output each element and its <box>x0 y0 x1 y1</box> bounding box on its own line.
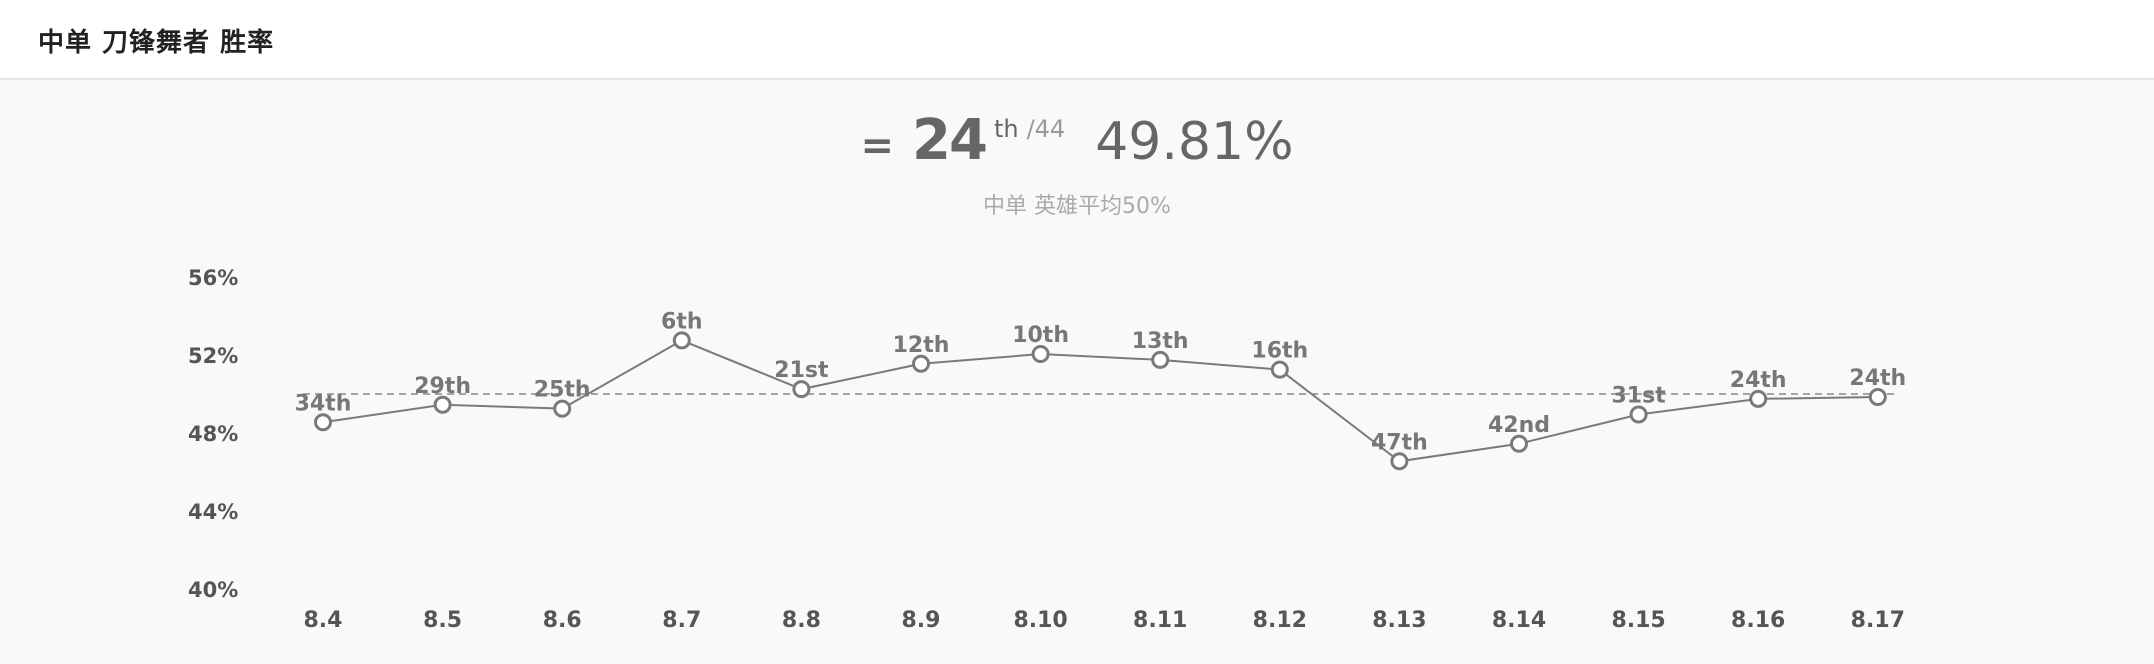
x-tick-label: 8.8 <box>782 608 821 633</box>
data-point <box>1031 345 1050 364</box>
rank-label: 21st <box>774 358 829 383</box>
win-rate-series-line <box>322 339 1878 463</box>
rank-label: 42nd <box>1488 413 1550 438</box>
header-bar: 中单 刀锋舞者 胜率 <box>0 0 2154 80</box>
x-tick-label: 8.16 <box>1731 608 1785 633</box>
y-tick-label: 44% <box>188 500 238 524</box>
rank-label: 10th <box>1012 323 1069 348</box>
rank-label: 16th <box>1251 339 1308 364</box>
x-tick-label: 8.13 <box>1372 608 1426 633</box>
data-point <box>1629 405 1648 424</box>
rank-label: 12th <box>893 333 950 358</box>
data-point <box>1749 389 1768 408</box>
data-point <box>433 395 452 414</box>
y-tick-label: 52% <box>188 344 238 368</box>
data-point <box>792 380 811 399</box>
x-tick-label: 8.6 <box>543 608 582 633</box>
rank-label: 6th <box>661 309 703 334</box>
x-tick-label: 8.5 <box>423 608 462 633</box>
data-point <box>553 399 572 418</box>
rank-change-indicator: = <box>860 123 895 169</box>
x-tick-label: 8.17 <box>1851 608 1905 633</box>
x-tick-label: 8.15 <box>1611 608 1665 633</box>
y-tick-label: 40% <box>188 578 238 602</box>
y-tick-label: 48% <box>188 422 238 446</box>
rank-label: 24th <box>1730 368 1787 393</box>
y-tick-label: 56% <box>188 266 238 290</box>
x-tick-label: 8.14 <box>1492 608 1546 633</box>
data-point <box>672 331 691 350</box>
x-tick-label: 8.11 <box>1133 608 1187 633</box>
rank-total: /44 <box>1026 115 1066 143</box>
rank-label: 25th <box>534 378 591 403</box>
data-point <box>1510 434 1528 453</box>
x-tick-label: 8.9 <box>902 608 941 633</box>
x-tick-label: 8.7 <box>662 608 701 633</box>
rank-value: 24 <box>912 108 988 173</box>
average-note: 中单 英雄平均50% <box>983 194 1171 219</box>
data-point <box>1270 360 1289 379</box>
win-rate-value: 49.81% <box>1095 112 1294 172</box>
data-point <box>912 354 930 373</box>
data-point <box>1868 387 1887 406</box>
rank-label: 31st <box>1611 384 1666 409</box>
rank-label: 29th <box>414 374 471 399</box>
rank-label: 13th <box>1132 329 1189 354</box>
x-tick-label: 8.12 <box>1253 608 1307 633</box>
page-title: 中单 刀锋舞者 胜率 <box>38 28 275 58</box>
data-point <box>314 413 332 432</box>
data-point <box>1390 452 1409 471</box>
rank-label: 34th <box>295 391 352 416</box>
rank-label: 24th <box>1849 366 1906 391</box>
rank-label: 47th <box>1371 430 1428 455</box>
data-point <box>1151 350 1170 369</box>
x-tick-label: 8.4 <box>304 608 343 633</box>
x-tick-label: 8.10 <box>1013 608 1067 633</box>
rank-suffix: th <box>993 115 1019 143</box>
